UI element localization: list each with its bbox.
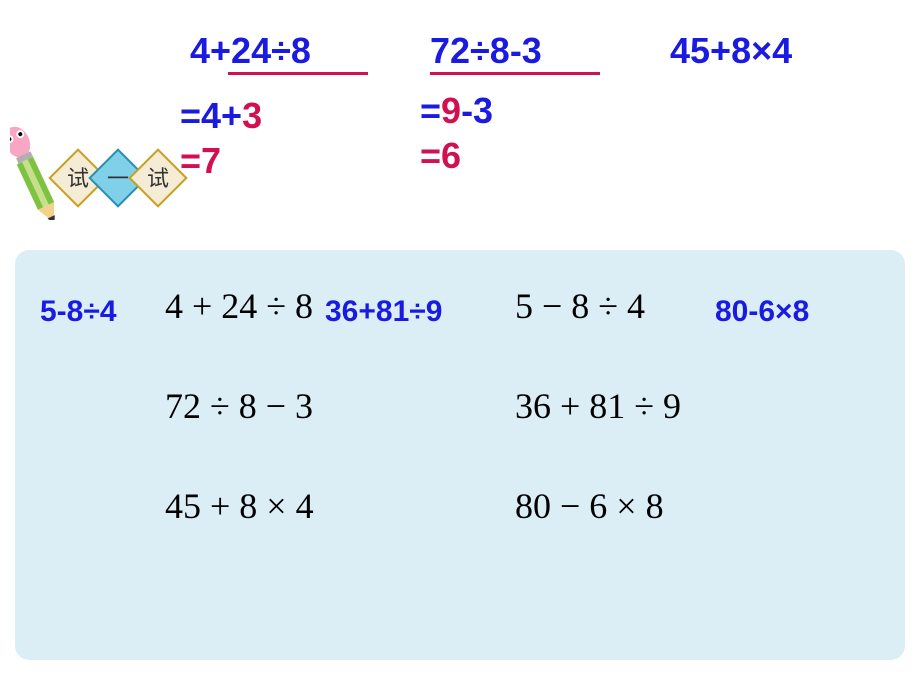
badge-text-right: 试 (147, 166, 169, 191)
p2-step1-highlight: 9 (441, 90, 461, 131)
underline-problem-1 (228, 72, 368, 75)
p2-step1-suffix: -3 (461, 90, 493, 131)
try-it-badge: 试 一 试 (10, 100, 190, 220)
p1-step1-highlight: 3 (242, 95, 262, 136)
panel-eq-left-2: 72 ÷ 8 − 3 (165, 385, 313, 427)
underline-problem-2 (430, 72, 600, 75)
problem-1-step-1: =4+3 (180, 95, 262, 137)
problem-1-expr: 4+24÷8 (190, 30, 311, 72)
panel-eq-left-1: 4 + 24 ÷ 8 (165, 285, 313, 327)
panel-eq-right-3: 80 − 6 × 8 (515, 485, 664, 527)
problem-2-step-2: =6 (420, 135, 461, 177)
panel-eq-right-1: 5 − 8 ÷ 4 (515, 285, 645, 327)
panel-eq-right-2: 36 + 81 ÷ 9 (515, 385, 681, 427)
p2-step2-value: 6 (441, 135, 461, 176)
panel-label-2: 36+81÷9 (325, 295, 442, 329)
practice-panel: 5-8÷4 36+81÷9 80-6×8 4 + 24 ÷ 8 72 ÷ 8 −… (15, 250, 905, 660)
panel-eq-left-3: 45 + 8 × 4 (165, 485, 314, 527)
panel-label-3: 80-6×8 (715, 295, 809, 329)
problem-3-expr: 45+8×4 (670, 30, 792, 72)
badge-text-left: 试 (67, 166, 89, 191)
problem-3-text: 45+8×4 (670, 30, 792, 71)
p2-step2-prefix: = (420, 135, 441, 176)
badge-text-mid: 一 (107, 166, 129, 191)
problem-2-expr: 72÷8-3 (430, 30, 542, 72)
p2-step1-prefix: = (420, 90, 441, 131)
problem-1-text: 4+24÷8 (190, 30, 311, 71)
p1-step2-value: 7 (201, 140, 221, 181)
problem-2-text: 72÷8-3 (430, 30, 542, 71)
problem-2-step-1: =9-3 (420, 90, 493, 132)
panel-label-1: 5-8÷4 (40, 295, 117, 329)
